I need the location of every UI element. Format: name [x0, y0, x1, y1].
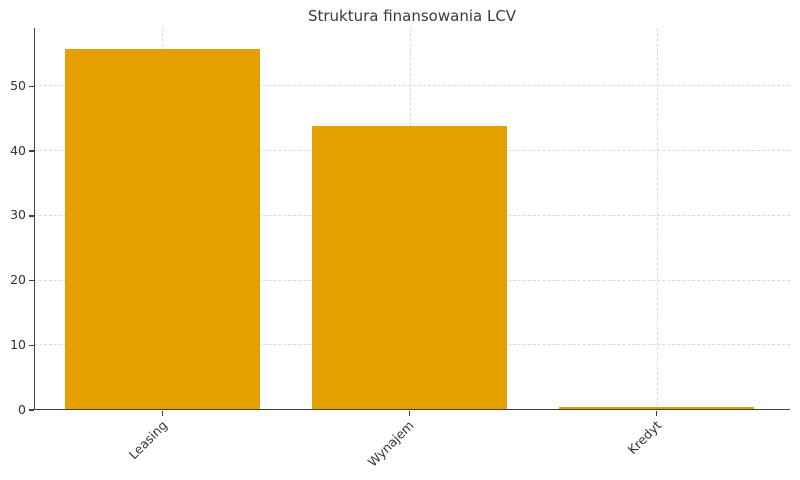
- y-tick-mark: [29, 279, 34, 282]
- bar-wynajem: [311, 126, 508, 410]
- y-tick-mark: [29, 344, 34, 347]
- x-tick-mark: [408, 411, 411, 416]
- x-tick-mark: [655, 411, 658, 416]
- y-tick-label: 30: [10, 207, 26, 223]
- y-tick-mark: [29, 85, 34, 88]
- y-tick-label: 40: [10, 142, 26, 158]
- y-axis-line: [34, 28, 35, 410]
- gridline-vertical: [656, 28, 658, 410]
- x-tick-label: Kredyt: [624, 417, 664, 458]
- chart-title: Struktura finansowania LCV: [307, 7, 517, 25]
- x-tick-mark: [161, 411, 164, 416]
- y-tick-label: 10: [10, 336, 26, 352]
- x-tick-label: Wynajem: [364, 417, 417, 470]
- y-tick-label: 0: [18, 401, 26, 417]
- x-axis-line: [34, 409, 790, 410]
- y-tick-mark: [29, 150, 34, 152]
- y-tick-label: 50: [10, 77, 26, 93]
- plot-area: 0 10 20 30 40 50 Leasing Wynajem Kredyt: [10, 28, 790, 470]
- x-tick-label: Leasing: [125, 417, 170, 463]
- y-tick-label: 20: [10, 272, 26, 288]
- bar-kredyt: [559, 406, 755, 410]
- y-tick-mark: [29, 215, 34, 217]
- bar-leasing: [64, 49, 261, 410]
- gridline-horizontal: [34, 85, 790, 87]
- y-tick-mark: [29, 409, 34, 411]
